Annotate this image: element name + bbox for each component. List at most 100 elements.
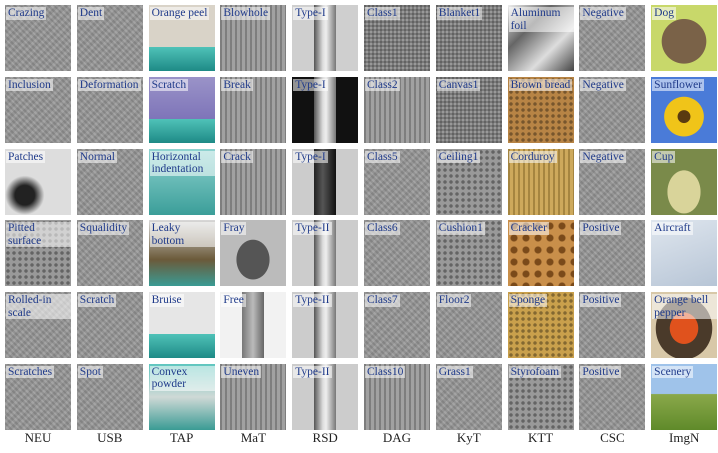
tile-label: Aircraft [652, 222, 693, 235]
tile-label: Scratch [77, 294, 117, 307]
tile-label: Scratch [149, 78, 189, 92]
tile-label: Crack [221, 150, 253, 164]
tile-label: Dent [77, 7, 105, 20]
tile-mat-fray: Fray [220, 220, 287, 287]
tile-label: Cracker [508, 222, 549, 235]
tile-imgn-aircraft: Aircraft [651, 220, 718, 287]
tile-usb-spot: Spot [76, 363, 143, 430]
tile-label: Pitted surface [6, 222, 71, 248]
column-labels: NEU USB TAP MaT RSD DAG KyT KTT CSC ImgN [5, 430, 713, 450]
tile-label: Orange bell pepper [652, 294, 718, 320]
tile-label: Type-I [293, 150, 328, 164]
tile-label: Aluminum foil [508, 7, 574, 32]
tile-usb-normal: Normal [76, 148, 143, 215]
column-label-csc: CSC [600, 430, 625, 445]
tile-rsd-type-i: Type-I [292, 148, 359, 215]
tile-label: Class2 [364, 78, 400, 92]
tile-usb-scratch: Scratch [76, 292, 143, 359]
tile-tap-scratch: Scratch [148, 76, 215, 143]
tile-label: Leaky bottom [149, 222, 215, 248]
tile-csc-negative: Negative [579, 5, 646, 71]
tile-label: Deformation [77, 78, 141, 92]
tile-ktt-cracker: Cracker [507, 220, 574, 287]
tile-kyt-floor2: Floor2 [435, 292, 502, 359]
tile-csc-positive: Positive [579, 292, 646, 359]
tile-mat-crack: Crack [220, 148, 287, 215]
tile-neu-pitted-surface: Pitted surface [5, 220, 71, 287]
tile-ktt-aluminum-foil: Aluminum foil [507, 5, 574, 71]
tile-label: Inclusion [6, 78, 53, 92]
tile-kyt-canvas1: Canvas1 [435, 76, 502, 143]
tile-label: Dog [652, 7, 676, 20]
tile-label: Ceiling1 [436, 150, 481, 164]
tile-tap-horizontal-indentation: Horizontal indentation [148, 148, 215, 215]
tile-kyt-grass1: Grass1 [435, 363, 502, 430]
tile-label: Cushion1 [436, 222, 485, 235]
tile-rsd-type-ii: Type-II [292, 363, 359, 430]
tile-csc-negative: Negative [579, 76, 646, 143]
tile-label: Crazing [6, 7, 47, 20]
tile-dag-class2: Class2 [363, 76, 430, 143]
tile-kyt-ceiling1: Ceiling1 [435, 148, 502, 215]
tile-label: Class7 [364, 294, 400, 307]
tile-label: Scenery [652, 365, 694, 379]
tile-ktt-brown-bread: Brown bread [507, 76, 574, 143]
tile-label: Sunflower [652, 78, 705, 92]
tile-label: Horizontal indentation [149, 150, 215, 176]
tile-label: Fray [221, 222, 247, 235]
tile-label: Class10 [364, 365, 406, 379]
image-grid: Crazing Dent Orange peel Blowhole Type-I… [5, 5, 718, 430]
tile-neu-rolled-in-scale: Rolled-in scale [5, 292, 71, 359]
column-label-kyt: KyT [456, 430, 481, 445]
tile-label: Negative [580, 150, 626, 164]
tile-label: Class6 [364, 222, 400, 235]
tile-dag-class10: Class10 [363, 363, 430, 430]
tile-label: Blowhole [221, 7, 271, 20]
tile-tap-convex-powder: Convex powder [148, 363, 215, 430]
tile-dag-class1: Class1 [363, 5, 430, 71]
column-label-usb: USB [97, 430, 123, 445]
tile-label: Positive [580, 294, 622, 307]
tile-label: Break [221, 78, 253, 92]
tile-label: Spot [77, 365, 103, 379]
tile-label: Negative [580, 78, 626, 92]
tile-neu-scratches: Scratches [5, 363, 71, 430]
tile-mat-uneven: Uneven [220, 363, 287, 430]
tile-label: Floor2 [436, 294, 472, 307]
tile-imgn-orange-bell-pepper: Orange bell pepper [651, 292, 718, 359]
tile-label: Uneven [221, 365, 262, 379]
tile-dag-class5: Class5 [363, 148, 430, 215]
tile-neu-inclusion: Inclusion [5, 76, 71, 143]
tile-label: Type-II [293, 365, 332, 379]
tile-label: Positive [580, 222, 622, 235]
column-label-imgn: ImgN [669, 430, 700, 445]
tile-label: Bruise [149, 294, 184, 307]
tile-rsd-type-ii: Type-II [292, 220, 359, 287]
tile-usb-dent: Dent [76, 5, 143, 71]
tile-mat-blowhole: Blowhole [220, 5, 287, 71]
tile-usb-squalidity: Squalidity [76, 220, 143, 287]
tile-rsd-type-ii: Type-II [292, 292, 359, 359]
tile-label: Negative [580, 7, 626, 20]
tile-rsd-type-i: Type-I [292, 76, 359, 143]
tile-label: Blanket1 [436, 7, 483, 20]
tile-csc-positive: Positive [579, 220, 646, 287]
column-label-dag: DAG [382, 430, 412, 445]
column-label-ktt: KTT [527, 430, 554, 445]
tile-imgn-sunflower: Sunflower [651, 76, 718, 143]
tile-label: Type-II [293, 294, 332, 307]
tile-label: Type-I [293, 78, 328, 92]
tile-label: Class1 [364, 7, 400, 20]
tile-imgn-dog: Dog [651, 5, 718, 71]
tile-tap-orange-peel: Orange peel [148, 5, 215, 71]
tile-neu-patches: Patches [5, 148, 71, 215]
tile-dag-class6: Class6 [363, 220, 430, 287]
tile-label: Corduroy [508, 150, 557, 164]
tile-label: Styrofoam [508, 365, 562, 379]
tile-label: Sponge [508, 294, 548, 307]
tile-usb-deformation: Deformation [76, 76, 143, 143]
tile-label: Orange peel [149, 7, 210, 20]
column-label-rsd: RSD [312, 430, 338, 445]
tile-kyt-blanket1: Blanket1 [435, 5, 502, 71]
tile-csc-negative: Negative [579, 148, 646, 215]
